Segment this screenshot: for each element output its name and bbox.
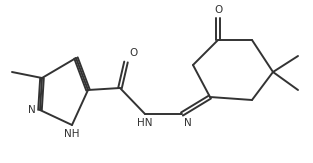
Text: N: N [28,105,36,115]
Text: O: O [129,48,137,58]
Text: HN: HN [137,118,153,128]
Text: NH: NH [64,129,80,139]
Text: O: O [214,5,222,15]
Text: N: N [184,118,192,128]
